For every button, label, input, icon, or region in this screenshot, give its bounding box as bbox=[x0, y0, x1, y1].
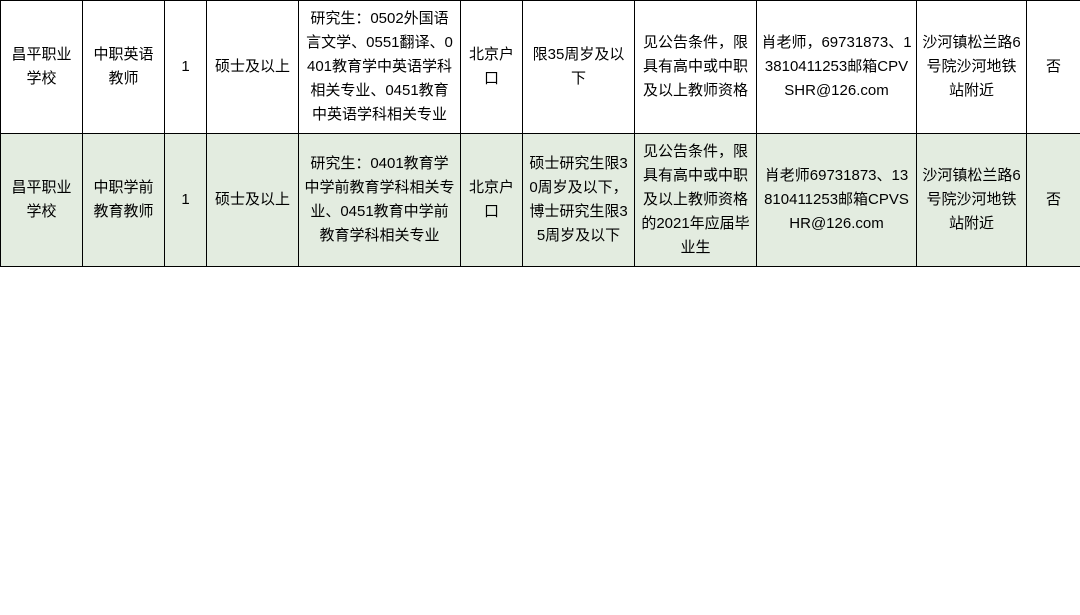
table-row: 昌平职业学校 中职英语教师 1 硕士及以上 研究生：0502外国语言文学、055… bbox=[1, 1, 1080, 134]
cell-school: 昌平职业学校 bbox=[1, 1, 83, 134]
cell-contact: 肖老师69731873、13810411253邮箱CPVSHR@126.com bbox=[757, 134, 917, 267]
cell-address: 沙河镇松兰路6号院沙河地铁站附近 bbox=[917, 134, 1027, 267]
cell-address: 沙河镇松兰路6号院沙河地铁站附近 bbox=[917, 1, 1027, 134]
cell-degree: 硕士及以上 bbox=[207, 1, 299, 134]
recruitment-table: 昌平职业学校 中职英语教师 1 硕士及以上 研究生：0502外国语言文学、055… bbox=[0, 0, 1080, 267]
table-row: 昌平职业学校 中职学前教育教师 1 硕士及以上 研究生：0401教育学中学前教育… bbox=[1, 134, 1080, 267]
cell-age: 硕士研究生限30周岁及以下，博士研究生限35周岁及以下 bbox=[523, 134, 635, 267]
cell-age: 限35周岁及以下 bbox=[523, 1, 635, 134]
cell-hukou: 北京户口 bbox=[461, 134, 523, 267]
cell-requirement: 见公告条件，限具有高中或中职及以上教师资格的2021年应届毕业生 bbox=[635, 134, 757, 267]
cell-major: 研究生：0502外国语言文学、0551翻译、0401教育学中英语学科相关专业、0… bbox=[299, 1, 461, 134]
cell-count: 1 bbox=[165, 134, 207, 267]
cell-requirement: 见公告条件，限具有高中或中职及以上教师资格 bbox=[635, 1, 757, 134]
table-body: 昌平职业学校 中职英语教师 1 硕士及以上 研究生：0502外国语言文学、055… bbox=[1, 1, 1080, 267]
cell-flag: 否 bbox=[1027, 134, 1080, 267]
cell-school: 昌平职业学校 bbox=[1, 134, 83, 267]
cell-count: 1 bbox=[165, 1, 207, 134]
cell-position: 中职英语教师 bbox=[83, 1, 165, 134]
cell-hukou: 北京户口 bbox=[461, 1, 523, 134]
cell-position: 中职学前教育教师 bbox=[83, 134, 165, 267]
cell-major: 研究生：0401教育学中学前教育学科相关专业、0451教育中学前教育学科相关专业 bbox=[299, 134, 461, 267]
cell-degree: 硕士及以上 bbox=[207, 134, 299, 267]
cell-flag: 否 bbox=[1027, 1, 1080, 134]
cell-contact: 肖老师，69731873、13810411253邮箱CPVSHR@126.com bbox=[757, 1, 917, 134]
